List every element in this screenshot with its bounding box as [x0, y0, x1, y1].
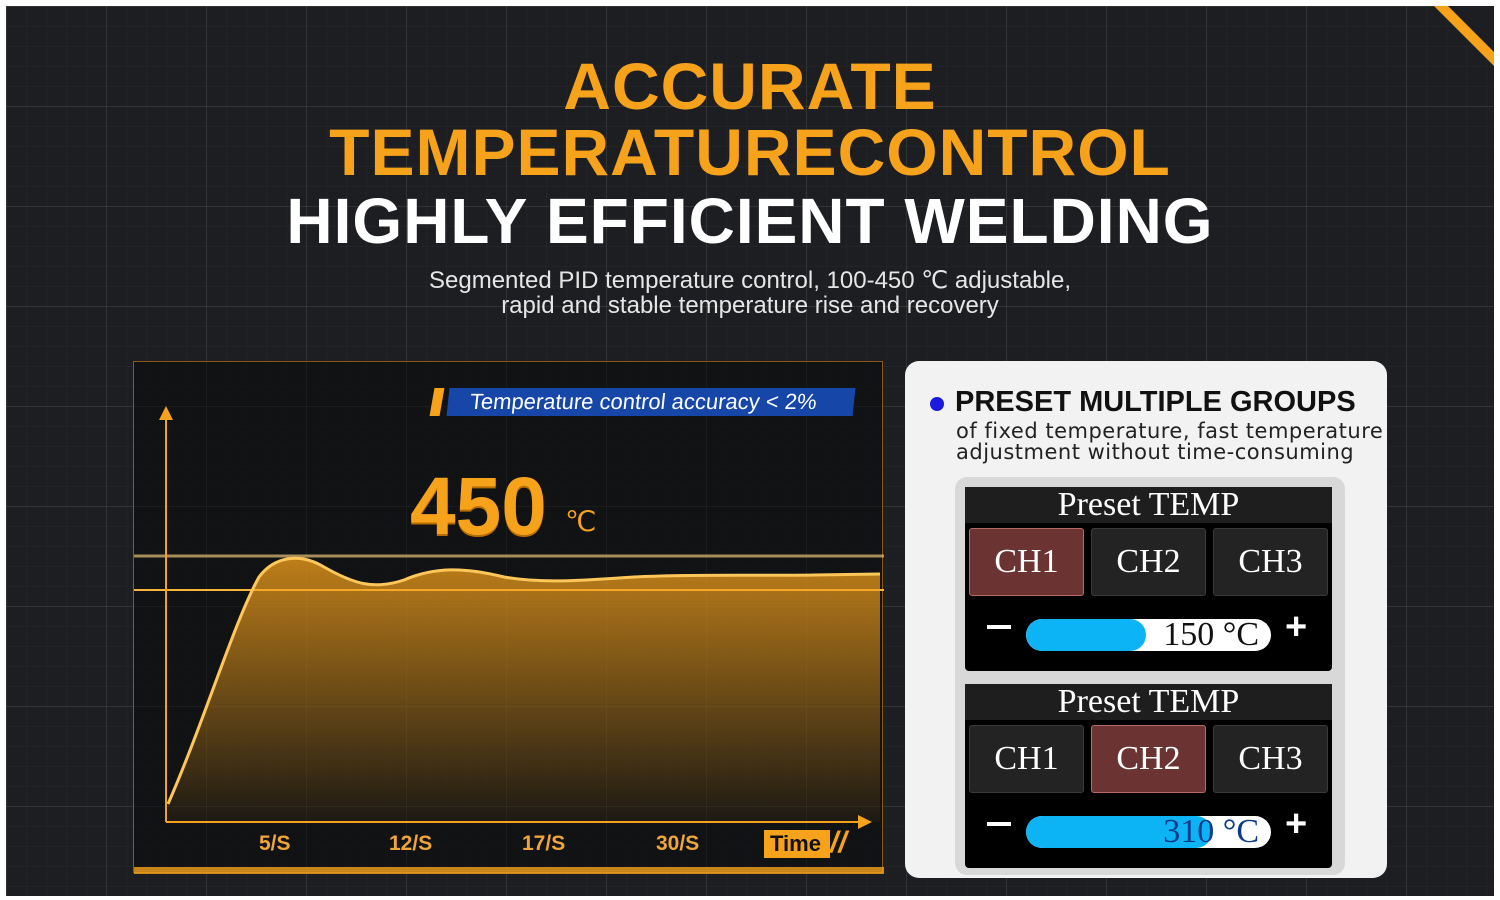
curve-area — [168, 558, 880, 822]
temperature-curve — [166, 556, 881, 805]
preset-group-title: Preset TEMP — [965, 487, 1332, 523]
plus-button[interactable]: + — [1285, 803, 1308, 845]
heading-line-3: HIGHLY EFFICIENT WELDING — [286, 185, 1214, 257]
preset-desc-1: of fixed temperature, fast temperature — [956, 419, 1384, 443]
preset-title: PRESET MULTIPLE GROUPS — [955, 386, 1356, 418]
slash-decoration: // — [830, 826, 847, 859]
minus-button[interactable] — [987, 822, 1011, 826]
x-tick: 12/S — [389, 832, 433, 855]
heading-line-1: ACCURATE — [563, 49, 937, 123]
preset-group-1: Preset TEMP CH1 CH2 CH3 150 °C + — [965, 487, 1332, 671]
temperature-unit: ℃ — [565, 506, 597, 537]
x-tick: 17/S — [522, 832, 566, 855]
y-axis-arrow — [159, 406, 173, 420]
channel-button-ch3[interactable]: CH3 — [1213, 725, 1328, 793]
slider-value: 150 °C — [1163, 619, 1259, 651]
corner-decoration-inner — [1448, 6, 1494, 52]
x-axis-arrow — [858, 815, 872, 829]
x-axis-label: Time — [764, 830, 830, 858]
slider-fill — [1026, 619, 1147, 651]
temperature-slider[interactable]: 310 °C — [1026, 816, 1271, 848]
subtitle-line-1: Segmented PID temperature control, 100-4… — [429, 267, 1071, 294]
chart-graphic — [134, 406, 884, 874]
channel-button-ch3[interactable]: CH3 — [1213, 528, 1328, 596]
temperature-chart — [133, 361, 884, 874]
temperature-slider[interactable]: 150 °C — [1026, 619, 1271, 651]
preset-group-title: Preset TEMP — [965, 684, 1332, 720]
slider-value: 310 °C — [1163, 816, 1259, 848]
plus-button[interactable]: + — [1285, 606, 1308, 648]
temperature-value: 450 — [410, 461, 547, 552]
bullet-icon — [930, 397, 944, 411]
x-tick: 30/S — [656, 832, 700, 855]
heading-line-2: TEMPERATURECONTROL — [329, 115, 1171, 189]
x-tick: 5/S — [259, 832, 291, 855]
accuracy-badge: Temperature control accuracy < 2% — [446, 388, 856, 416]
preset-desc-2: adjustment without time-consuming — [956, 440, 1355, 464]
channel-button-ch2[interactable]: CH2 — [1091, 528, 1206, 596]
channel-button-ch1[interactable]: CH1 — [969, 725, 1084, 793]
preset-group-2: Preset TEMP CH1 CH2 CH3 310 °C + — [965, 684, 1332, 868]
channel-button-ch1[interactable]: CH1 — [969, 528, 1084, 596]
channel-button-ch2[interactable]: CH2 — [1091, 725, 1206, 793]
minus-button[interactable] — [987, 625, 1011, 629]
subtitle-line-2: rapid and stable temperature rise and re… — [501, 292, 999, 319]
slider-fill — [1026, 816, 1213, 848]
bottom-bar — [134, 867, 884, 874]
